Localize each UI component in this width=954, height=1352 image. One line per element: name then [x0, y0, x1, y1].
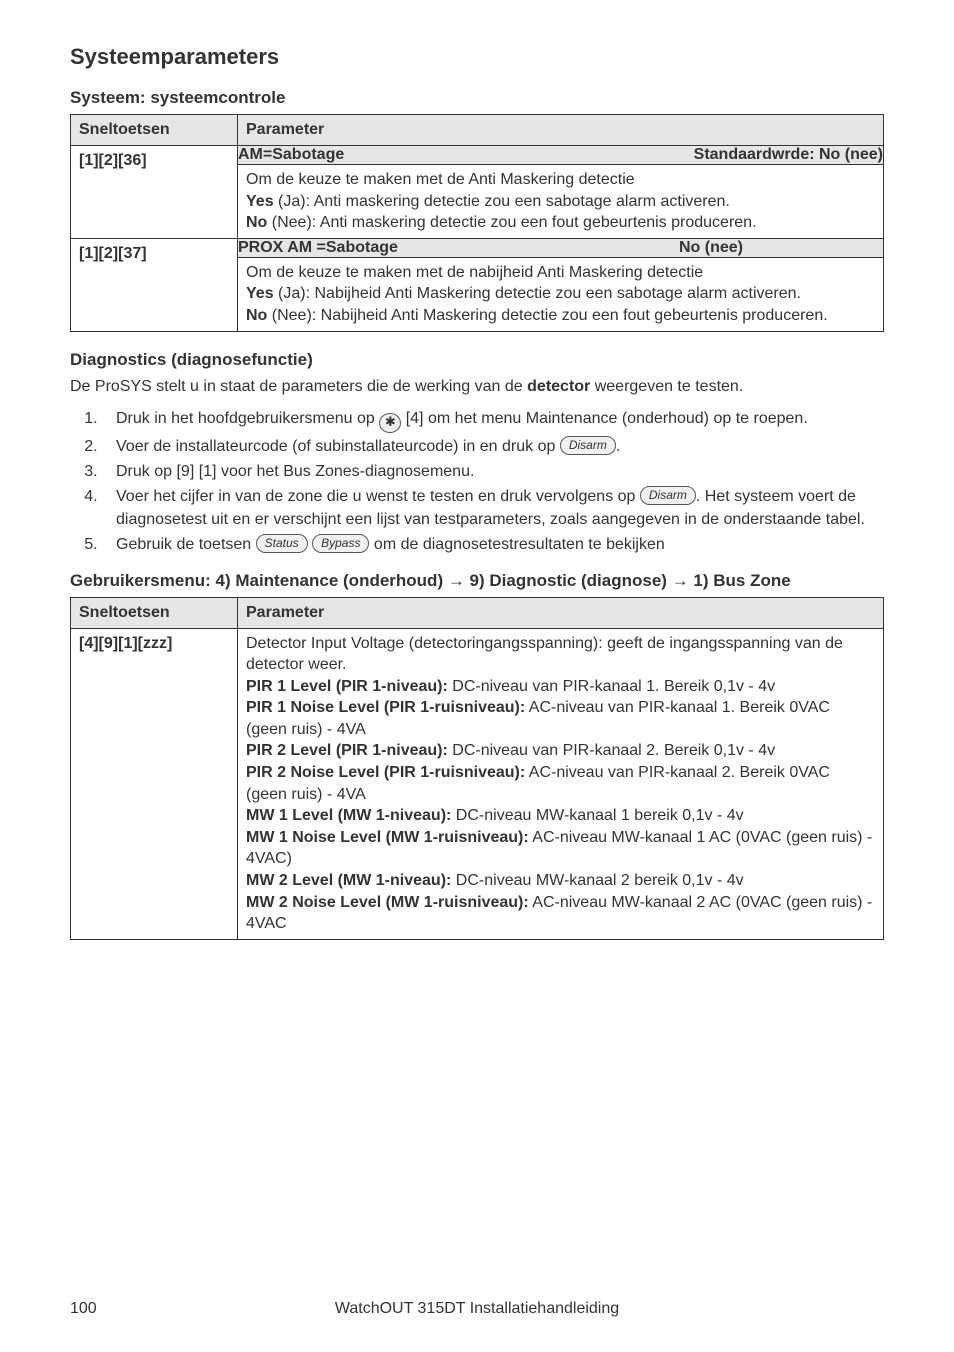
param-no-text: (Nee): Nabijheid Anti Maskering detectie… — [267, 307, 827, 324]
param-title-cell: PROX AM =Sabotage No (nee) — [238, 239, 883, 257]
sneltoets-cell: [1][2][37] — [71, 238, 238, 331]
param-body-line: Om de keuze te maken met de nabijheid An… — [246, 264, 703, 281]
step-item: Voer het cijfer in van de zone die u wen… — [102, 485, 884, 531]
param-yes-label: Yes — [246, 285, 274, 302]
bypass-icon: Bypass — [312, 534, 369, 553]
disarm-icon: Disarm — [640, 486, 696, 505]
param-body-line: Om de keuze te maken met de Anti Maskeri… — [246, 171, 635, 188]
param-title-cell: AM=Sabotage Standaardwrde: No (nee) — [238, 146, 883, 164]
param-body-cell: Om de keuze te maken met de nabijheid An… — [238, 257, 884, 331]
menu-path-heading: Gebruikersmenu: 4) Maintenance (onderhou… — [70, 571, 884, 591]
param-no-label: No — [246, 214, 267, 231]
param-name: PROX AM =Sabotage — [238, 239, 398, 257]
param-default: No (nee) — [679, 239, 883, 257]
system-subheading: Systeem: systeemcontrole — [70, 88, 884, 108]
diagnostics-lead: De ProSYS stelt u in staat de parameters… — [70, 376, 884, 398]
page-title: Systeemparameters — [70, 44, 884, 70]
table-header-param: Parameter — [238, 115, 884, 146]
disarm-icon: Disarm — [560, 436, 616, 455]
table-header-snel: Sneltoetsen — [71, 597, 238, 628]
footer-title: WatchOUT 315DT Installatiehandleiding — [130, 1300, 824, 1318]
sneltoets-cell: [1][2][36] — [71, 146, 238, 239]
param-yes-text: (Ja): Anti maskering detectie zou een sa… — [274, 193, 730, 210]
page-footer: 100 WatchOUT 315DT Installatiehandleidin… — [70, 1290, 884, 1318]
steps-list: Druk in het hoofdgebruikersmenu op ✱ [4]… — [70, 407, 884, 556]
diagnostics-table: Sneltoetsen Parameter [4][9][1][zzz] Det… — [70, 597, 884, 940]
step-item: Gebruik de toetsen Status Bypass om de d… — [102, 533, 884, 556]
sneltoets-cell: [4][9][1][zzz] — [71, 628, 238, 939]
table-header-param: Parameter — [238, 597, 884, 628]
step-item: Voer de installateurcode (of subinstalla… — [102, 435, 884, 458]
system-table: Sneltoetsen Parameter [1][2][36] AM=Sabo… — [70, 114, 884, 332]
param-body-cell: Om de keuze te maken met de Anti Maskeri… — [238, 165, 884, 239]
step-item: Druk op [9] [1] voor het Bus Zones-diagn… — [102, 460, 884, 483]
param-yes-text: (Ja): Nabijheid Anti Maskering detectie … — [274, 285, 801, 302]
param-no-text: (Nee): Anti maskering detectie zou een f… — [267, 214, 756, 231]
param-yes-label: Yes — [246, 193, 274, 210]
diag-param-body: Detector Input Voltage (detectoringangss… — [238, 628, 884, 939]
star-icon: ✱ — [379, 413, 401, 433]
table-header-snel: Sneltoetsen — [71, 115, 238, 146]
page-number: 100 — [70, 1300, 130, 1318]
param-name: AM=Sabotage — [238, 146, 344, 164]
step-item: Druk in het hoofdgebruikersmenu op ✱ [4]… — [102, 407, 884, 432]
diagnostics-heading: Diagnostics (diagnosefunctie) — [70, 350, 884, 370]
param-default: Standaardwrde: No (nee) — [694, 146, 883, 164]
status-icon: Status — [256, 534, 308, 553]
param-no-label: No — [246, 307, 267, 324]
